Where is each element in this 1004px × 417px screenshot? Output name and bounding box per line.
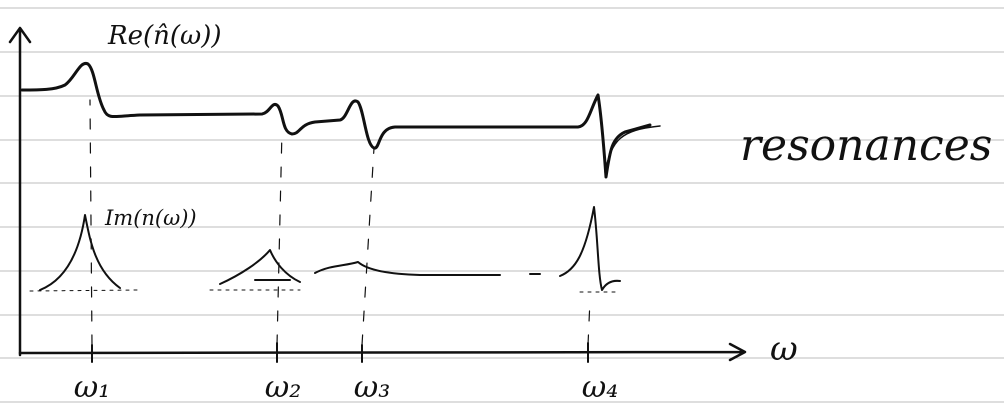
- real-part-label: Re(n̂(ω)): [107, 21, 221, 51]
- y-axis: [8, 26, 32, 357]
- x-axis-label: ω: [770, 329, 798, 369]
- axes: [8, 26, 747, 363]
- imaginary-part-curve: [39, 206, 621, 291]
- real-part-curve: [20, 61, 652, 179]
- x-axis: [18, 342, 747, 362]
- guides: [89, 99, 591, 346]
- imaginary-baseline: [29, 289, 616, 293]
- dashed-guides: [89, 99, 591, 346]
- resonance-label: ω₄: [582, 370, 619, 405]
- resonance-label: ω₂: [265, 370, 302, 405]
- real-part-curve-trace: [604, 125, 661, 173]
- ruled-lines: [0, 7, 1004, 403]
- resonance-label: ω₁: [74, 370, 111, 405]
- imaginary-part-label: Im(n(ω)): [104, 206, 197, 230]
- resonances-note: resonances: [740, 120, 992, 171]
- tick-marks: [91, 342, 589, 363]
- resonance-label: ω₃: [354, 370, 391, 405]
